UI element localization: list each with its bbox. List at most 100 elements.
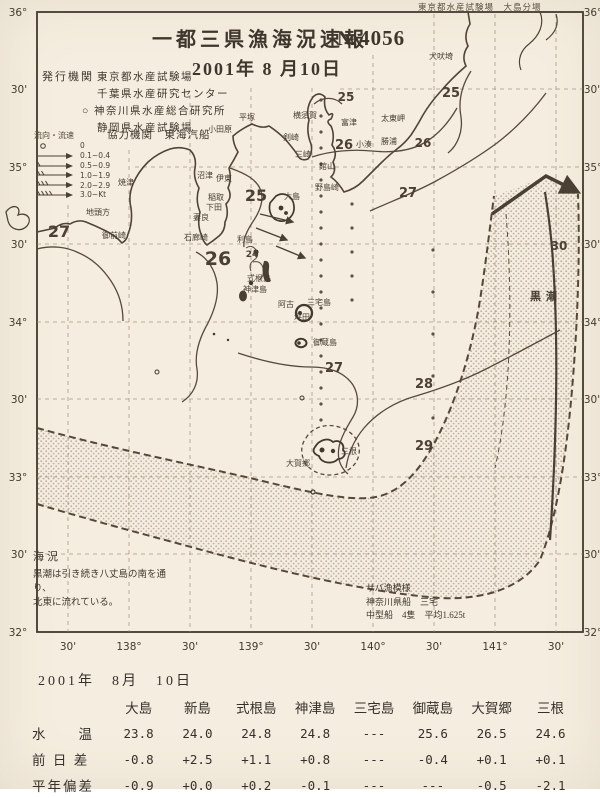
- legend-row: 0: [36, 141, 110, 151]
- legend-item-label: 0.1~0.4: [80, 151, 111, 161]
- station-dot: [431, 416, 435, 420]
- station-dot: [319, 274, 323, 278]
- organization-name: 静岡県水産試験場: [97, 123, 193, 134]
- sea-condition-map: 36° 30' 35° 30' 34° 30' 33° 30' 32° 36° 30' 35° 30' 3…: [5, 7, 600, 653]
- kuroshio-streamline: [494, 213, 511, 469]
- legend-row: 0.1~0.4: [36, 151, 110, 161]
- legend-row: 3.0~Kt: [36, 190, 110, 200]
- island-niijima: [262, 260, 271, 283]
- note-line: 黒潮は引き続き八丈島の南を通り、: [33, 569, 167, 594]
- current-arrow-icon: [37, 171, 73, 179]
- isotherm-label: 28: [415, 377, 433, 392]
- value-cell: -0.1: [300, 777, 331, 793]
- cooperation-note: 協力機関 東海汽船: [107, 130, 211, 141]
- isotherm-label: 27: [48, 222, 70, 241]
- station-dot: [319, 322, 323, 326]
- column-header: 三根: [537, 701, 565, 716]
- value-cell: +2.5: [182, 751, 213, 767]
- axis-label: 138°: [116, 641, 141, 653]
- place-label: 阿古: [278, 299, 294, 309]
- column-header: 御蔵島: [412, 701, 454, 716]
- axis-label: 30': [304, 641, 320, 653]
- station-dot: [350, 298, 354, 302]
- value-cell: +1.1: [241, 751, 272, 767]
- sea-condition-title: 海況: [33, 551, 61, 563]
- islands: [154, 193, 346, 495]
- station-dot: [319, 98, 323, 102]
- report-number: №4056: [337, 26, 406, 50]
- island-hachijojima: [312, 438, 346, 464]
- station-dot: [319, 178, 323, 182]
- place-label: 御前崎: [102, 230, 126, 240]
- place-label: 館山: [319, 161, 335, 171]
- station-dot: [319, 354, 323, 358]
- row-label: 前 日 差: [32, 753, 90, 768]
- note-line: 北東に流れている。: [33, 597, 119, 608]
- station-dot: [431, 332, 435, 336]
- kuroshio-band: [37, 176, 579, 599]
- station-dot: [350, 202, 354, 206]
- axis-label: 30': [426, 641, 442, 653]
- place-label: 勝浦: [381, 136, 397, 146]
- place-label: 横須賀: [293, 110, 317, 120]
- place-label: 坪田: [294, 313, 310, 322]
- place-label: 小田原: [208, 125, 232, 134]
- place-label: 伊東: [216, 173, 232, 183]
- value-cell: 26.5: [476, 725, 507, 741]
- column-header: 式根島: [236, 701, 277, 716]
- place-label: 下田: [206, 203, 222, 212]
- station-dot: [319, 258, 323, 262]
- value-cell: 23.8: [123, 725, 154, 741]
- legend-item-label: 2.0~2.9: [80, 180, 111, 190]
- row-label: 平年偏差: [32, 779, 94, 794]
- axis-label: 30': [182, 641, 198, 653]
- place-label: 平塚: [239, 113, 255, 122]
- axis-label: 30': [584, 549, 600, 561]
- island-kozushima: [239, 290, 247, 302]
- value-cell: +0.8: [300, 751, 331, 767]
- table-row: 水 温 23.8 24.0 24.8 24.8 --- 25.6 26.5 24.6: [28, 720, 580, 746]
- row-label: 水 温: [32, 727, 94, 742]
- table-date: 2001年 8月 10日: [38, 674, 193, 689]
- isotherm-label: 27: [325, 361, 343, 376]
- place-label: 利島: [237, 234, 253, 244]
- sst-table: 大島 新島 式根島 神津島 三宅島 御蔵島 大賀郷 三根 水 温 23.8 24.0 24.8 24.…: [28, 694, 580, 798]
- station-dot: [319, 290, 323, 294]
- axis-label: 33°: [9, 472, 28, 484]
- place-label: 三崎: [295, 149, 311, 159]
- place-label: 富津: [341, 117, 357, 127]
- isotherm-label: 26: [415, 136, 432, 150]
- isotherm-label: 25: [442, 86, 460, 101]
- isotherm-label: 29: [415, 439, 433, 454]
- place-label: 石廊崎: [184, 232, 208, 242]
- station-dot: [319, 242, 323, 246]
- corner-cell: [28, 694, 109, 720]
- value-cell: 24.0: [182, 725, 213, 741]
- axis-label: 30': [11, 239, 27, 251]
- column-header: 新島: [183, 701, 211, 716]
- axis-label: 30': [584, 84, 600, 96]
- station-dot: [319, 146, 323, 150]
- station-dot: [319, 194, 323, 198]
- value-cell: -0.5: [476, 777, 507, 793]
- coastline: [5, 11, 558, 246]
- place-label: 野島崎: [315, 182, 339, 192]
- axis-label: 34°: [584, 317, 600, 329]
- isotherm-label: 25: [338, 90, 355, 104]
- station-dot: [350, 226, 354, 230]
- station-dot: [350, 274, 354, 278]
- value-cell: +0.0: [182, 777, 213, 793]
- place-label: 御蔵島: [313, 337, 337, 347]
- station-dot: [319, 210, 323, 214]
- axis-label: 30': [60, 641, 76, 653]
- isotherm-label: 30: [551, 239, 568, 253]
- value-cell: -0.8: [123, 751, 154, 767]
- value-cell: ---: [362, 725, 386, 741]
- station-dot: [319, 114, 323, 118]
- station-dot: [319, 226, 323, 230]
- station-dots: [319, 98, 435, 422]
- axis-label: 36°: [9, 7, 28, 19]
- axis-label: 33°: [584, 472, 600, 484]
- place-label: 剣崎: [283, 132, 299, 142]
